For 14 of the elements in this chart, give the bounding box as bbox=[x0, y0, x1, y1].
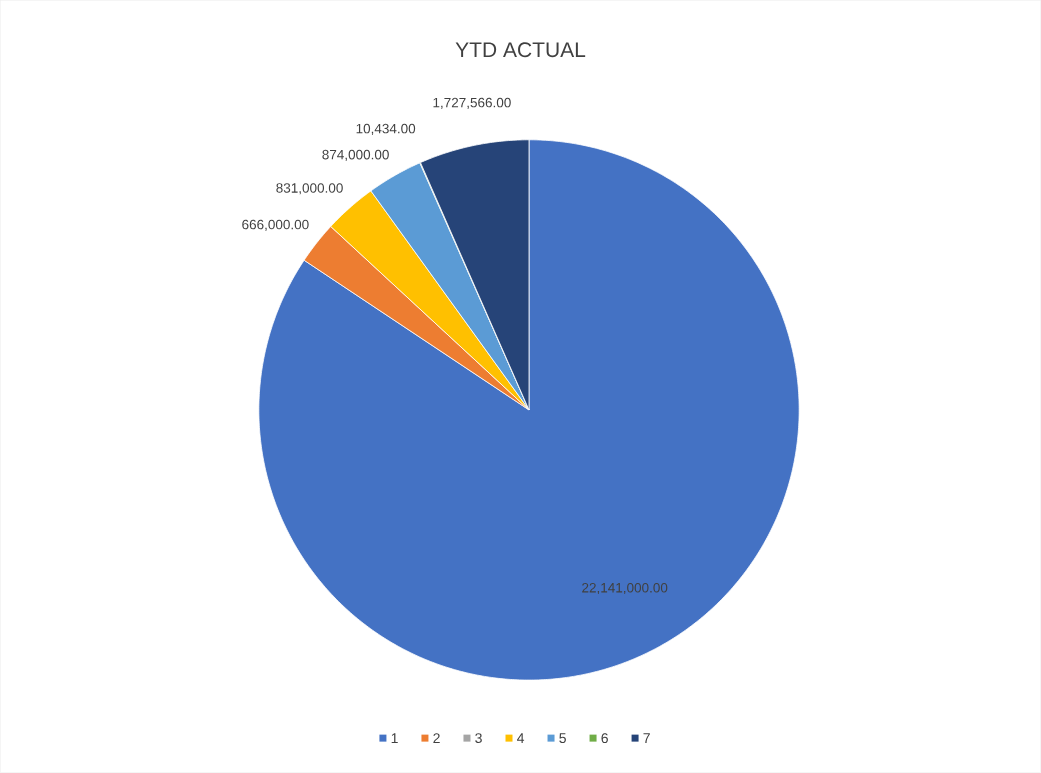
legend-label: 7 bbox=[643, 733, 650, 744]
legend-label: 5 bbox=[559, 733, 566, 744]
legend-label: 1 bbox=[391, 733, 398, 744]
data-label: 666,000.00 bbox=[242, 219, 309, 231]
data-label: 831,000.00 bbox=[276, 183, 343, 195]
data-label: 874,000.00 bbox=[322, 149, 389, 162]
legend-label: 3 bbox=[475, 733, 482, 744]
data-label: 1,727,566.00 bbox=[433, 97, 511, 110]
chart-title: YTD ACTUAL bbox=[455, 42, 586, 58]
legend-label: 2 bbox=[433, 733, 440, 744]
legend-label: 6 bbox=[601, 733, 608, 744]
legend-label: 4 bbox=[517, 733, 525, 744]
data-label: 10,434.00 bbox=[356, 123, 416, 136]
data-label: 22,141,000.00 bbox=[582, 583, 668, 595]
